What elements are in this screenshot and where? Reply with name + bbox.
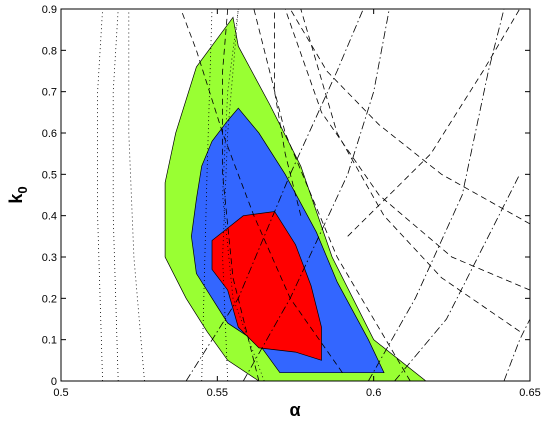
dashdot-curve-17	[368, 9, 505, 381]
dashed-curve-10	[300, 9, 520, 332]
y-tick-label: 0.1	[42, 335, 57, 347]
y-axis-label-group: k0	[6, 186, 30, 203]
dashdot-curve-15	[185, 9, 364, 381]
dashdot-curve-18	[394, 174, 521, 381]
axis-ticks: 0.5 0.55 0.6 0.65 0 0.1 0.2 0.3 0.4 0.5 0.6 0.7 0.8 0…	[42, 4, 541, 399]
dotted-curve-6	[222, 9, 265, 381]
y-axis-label-subscript: 0	[15, 186, 30, 193]
dashdot-curve-16	[242, 9, 390, 381]
dashed-curve-11	[284, 9, 530, 291]
dashed-curve-7	[180, 9, 343, 373]
y-tick-label: 0.5	[42, 169, 57, 181]
dotted-curve-2	[112, 9, 119, 381]
dashed-curve-14	[347, 9, 521, 237]
dashdot-curve-19	[503, 318, 530, 381]
y-tick-label: 0	[51, 376, 57, 388]
y-axis-label-main: k	[6, 193, 26, 204]
x-tick-label: 0.5	[53, 387, 68, 399]
dotted-curve-1	[97, 9, 103, 381]
x-axis-label: α	[289, 400, 300, 420]
y-tick-label: 0.6	[42, 128, 57, 140]
dashed-curve-13	[253, 9, 411, 381]
y-tick-label: 0.7	[42, 87, 57, 99]
y-tick-label: 0.4	[42, 211, 57, 223]
dotted-curve-4	[201, 9, 213, 381]
x-tick-label: 0.6	[366, 387, 381, 399]
x-tick-label: 0.55	[207, 387, 228, 399]
y-tick-label: 0.2	[42, 293, 57, 305]
y-tick-label: 0.8	[42, 45, 57, 57]
dashed-curve-12	[289, 9, 530, 225]
y-axis-label: k0	[6, 186, 30, 203]
dashed-curve-8	[222, 9, 260, 381]
dashed-curve-9	[274, 9, 302, 216]
y-tick-label: 0.9	[42, 4, 57, 16]
constraint-curves	[97, 9, 530, 381]
dotted-curve-3	[128, 9, 145, 381]
confidence-region-inner	[211, 211, 322, 361]
plot-frame	[60, 8, 531, 382]
confidence-regions	[164, 16, 427, 381]
y-tick-label: 0.3	[42, 252, 57, 264]
x-tick-label: 0.65	[519, 387, 540, 399]
